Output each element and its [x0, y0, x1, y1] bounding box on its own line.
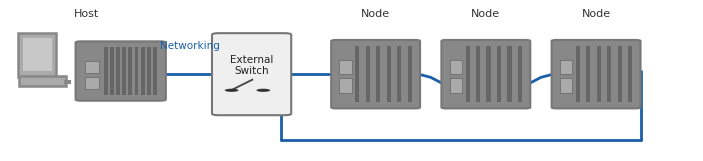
Text: Node: Node	[471, 9, 501, 19]
Bar	[560, 78, 572, 93]
Bar	[129, 47, 132, 95]
Bar	[141, 47, 145, 95]
Bar	[340, 60, 352, 74]
Text: Node: Node	[581, 9, 611, 19]
Bar	[597, 46, 601, 102]
Text: Host: Host	[74, 9, 99, 19]
Bar	[376, 46, 380, 102]
Bar	[85, 77, 99, 89]
Bar	[104, 47, 108, 95]
Text: External: External	[230, 55, 273, 65]
Bar	[450, 78, 462, 93]
FancyBboxPatch shape	[212, 33, 291, 115]
Bar	[122, 47, 126, 95]
Bar	[476, 46, 480, 102]
Circle shape	[225, 89, 238, 92]
Bar	[607, 46, 612, 102]
Bar	[387, 46, 391, 102]
Bar	[508, 46, 512, 102]
FancyBboxPatch shape	[331, 40, 420, 108]
FancyBboxPatch shape	[441, 40, 530, 108]
Bar	[576, 46, 580, 102]
Bar	[85, 61, 99, 73]
Text: Switch: Switch	[234, 66, 269, 76]
Bar	[134, 47, 138, 95]
Bar	[618, 46, 621, 102]
FancyBboxPatch shape	[19, 76, 66, 86]
Bar	[355, 46, 359, 102]
Bar	[628, 46, 632, 102]
FancyBboxPatch shape	[76, 41, 166, 101]
Text: Node: Node	[361, 9, 390, 19]
Bar	[110, 47, 114, 95]
FancyBboxPatch shape	[552, 40, 640, 108]
Bar	[147, 47, 150, 95]
FancyBboxPatch shape	[18, 33, 56, 77]
Bar	[497, 46, 501, 102]
Circle shape	[257, 89, 270, 92]
Bar	[408, 46, 412, 102]
Bar	[560, 60, 572, 74]
Bar	[586, 46, 591, 102]
Bar	[518, 46, 522, 102]
Bar	[366, 46, 370, 102]
Bar	[340, 78, 352, 93]
Bar	[153, 47, 157, 95]
Bar	[450, 60, 462, 74]
Bar	[397, 46, 401, 102]
Bar	[64, 80, 71, 84]
Bar	[465, 46, 470, 102]
Bar	[22, 38, 52, 71]
Text: Networking: Networking	[160, 41, 219, 51]
Bar	[486, 46, 491, 102]
Bar	[116, 47, 120, 95]
